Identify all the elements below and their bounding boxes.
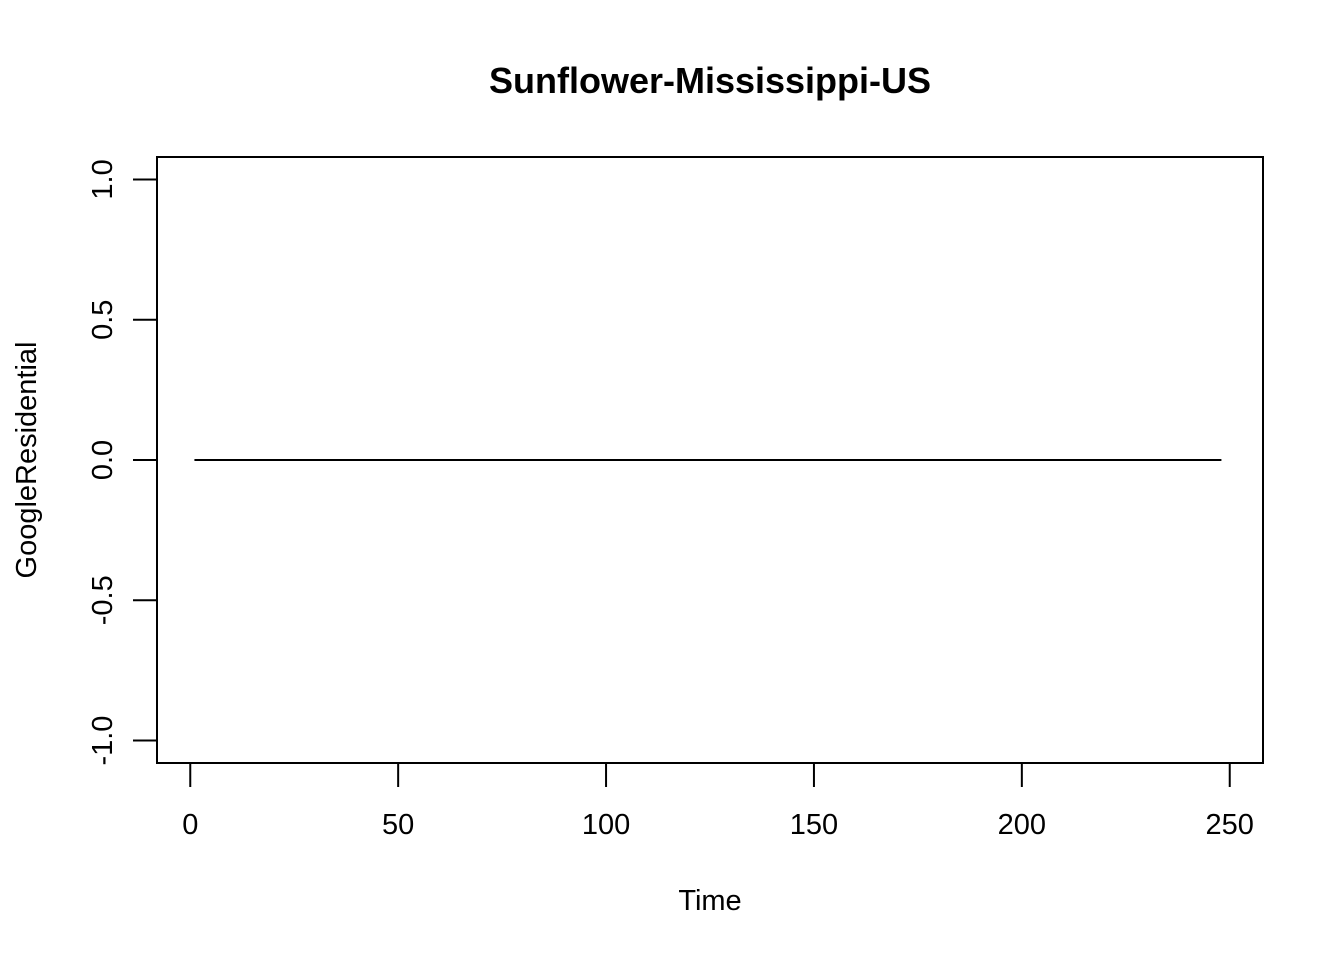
- y-tick-label: 0.5: [87, 300, 119, 340]
- y-axis: -1.0 -0.5 0.0 0.5 1.0: [87, 159, 158, 766]
- x-tick-label: 250: [1206, 809, 1254, 841]
- y-tick-label: 1.0: [87, 159, 119, 199]
- x-tick-label: 100: [582, 809, 630, 841]
- x-tick-label: 150: [790, 809, 838, 841]
- chart-title: Sunflower-Mississippi-US: [489, 60, 931, 101]
- x-tick-label: 200: [998, 809, 1046, 841]
- y-axis-label: GoogleResidential: [11, 342, 43, 579]
- y-tick-label: -1.0: [87, 716, 119, 766]
- y-tick-label: -0.5: [87, 575, 119, 625]
- y-tick-label: 0.0: [87, 440, 119, 480]
- x-tick-label: 50: [382, 809, 414, 841]
- x-axis: 0 50 100 150 200 250: [182, 762, 1254, 841]
- x-axis-label: Time: [678, 885, 741, 917]
- x-tick-label: 0: [182, 809, 198, 841]
